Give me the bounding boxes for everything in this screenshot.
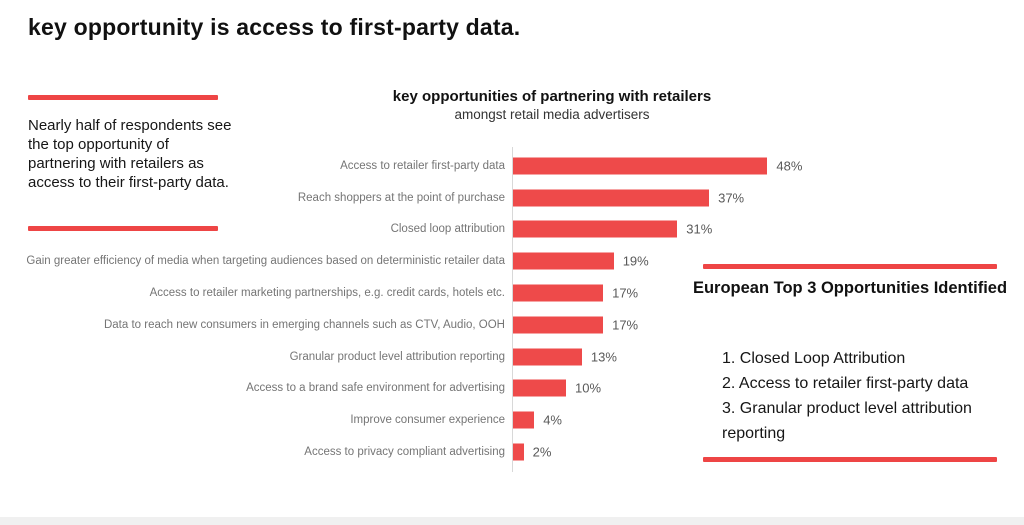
highlight-box-list: 1. Closed Loop Attribution 2. Access to r… (722, 346, 990, 446)
chart-row: Access to retailer first-party data 48% (0, 150, 1024, 182)
chart-row: Data to reach new consumers in emerging … (0, 309, 1024, 341)
bar-value-label: 31% (686, 221, 713, 237)
bar-value-label: 13% (590, 349, 617, 365)
bar (513, 189, 710, 207)
bar-chart: Access to retailer first-party data 48% Re… (0, 147, 1024, 472)
bar-category-label: Reach shoppers at the point of purchase (297, 191, 505, 204)
bar-category-label: Gain greater efficiency of media when ta… (26, 255, 505, 268)
chart-axis-line (512, 147, 513, 472)
bar-value-label: 10% (575, 380, 602, 396)
highlight-box-item: 3. Granular product level attribution re… (722, 400, 972, 442)
highlight-box-top-rule (703, 264, 997, 269)
left-note-text: Nearly half of respondents see the top o… (28, 117, 232, 191)
bar-value-label: 19% (622, 253, 649, 269)
bar (513, 411, 535, 429)
bar (513, 284, 604, 302)
bar-category-label: Access to a brand safe environment for a… (246, 382, 505, 395)
bar-category-label: Improve consumer experience (350, 414, 505, 427)
chart-row: Access to privacy compliant advertising 2… (0, 436, 1024, 468)
bar (513, 348, 582, 366)
slide-title: key opportunity is access to first-party… (28, 14, 521, 40)
bar-value-label: 2% (532, 444, 552, 460)
bar (513, 316, 604, 334)
highlight-box-bottom-rule (703, 457, 997, 462)
bar-category-label: Granular product level attribution repor… (289, 350, 505, 363)
left-note-top-rule (28, 95, 218, 100)
bar-value-label: 48% (776, 158, 803, 174)
bar (513, 252, 614, 270)
bar-category-label: Access to privacy compliant advertising (304, 446, 505, 459)
bar (513, 220, 678, 238)
left-note-bottom-rule (28, 226, 218, 231)
chart-row: Access to retailer marketing partnership… (0, 277, 1024, 309)
bar (513, 443, 524, 461)
chart-subtitle: amongst retail media advertisers (454, 107, 650, 122)
bar-category-label: Data to reach new consumers in emerging … (103, 318, 505, 331)
chart-title: key opportunities of partnering with ret… (392, 88, 712, 105)
chart-row: Reach shoppers at the point of purchase 3… (0, 182, 1024, 214)
bar-value-label: 17% (612, 285, 639, 301)
bar-category-label: Closed loop attribution (390, 223, 505, 236)
bar-value-label: 4% (543, 412, 562, 428)
highlight-box-item: 1. Closed Loop Attribution (722, 350, 906, 367)
footer-strip (0, 517, 1024, 525)
highlight-box-item: 2. Access to retailer first-party data (722, 375, 969, 392)
chart-row: Gain greater efficiency of media when ta… (0, 245, 1024, 277)
chart-row: Improve consumer experience 4% (0, 404, 1024, 436)
bar-value-label: 17% (612, 317, 639, 333)
bar-rows: Access to retailer first-party data 48% Re… (0, 150, 1024, 468)
highlight-box-title: European Top 3 Opportunities Identified (692, 279, 1008, 297)
chart-row: Closed loop attribution 31% (0, 214, 1024, 246)
bar (513, 379, 566, 397)
chart-header: key opportunities of partnering with ret… (302, 88, 802, 122)
bar (513, 157, 768, 175)
bar-category-label: Access to retailer first-party data (340, 159, 505, 172)
chart-row: Granular product level attribution repor… (0, 341, 1024, 373)
bar-category-label: Access to retailer marketing partnership… (149, 287, 505, 300)
chart-row: Access to a brand safe environment for a… (0, 373, 1024, 405)
bar-value-label: 37% (718, 190, 745, 206)
